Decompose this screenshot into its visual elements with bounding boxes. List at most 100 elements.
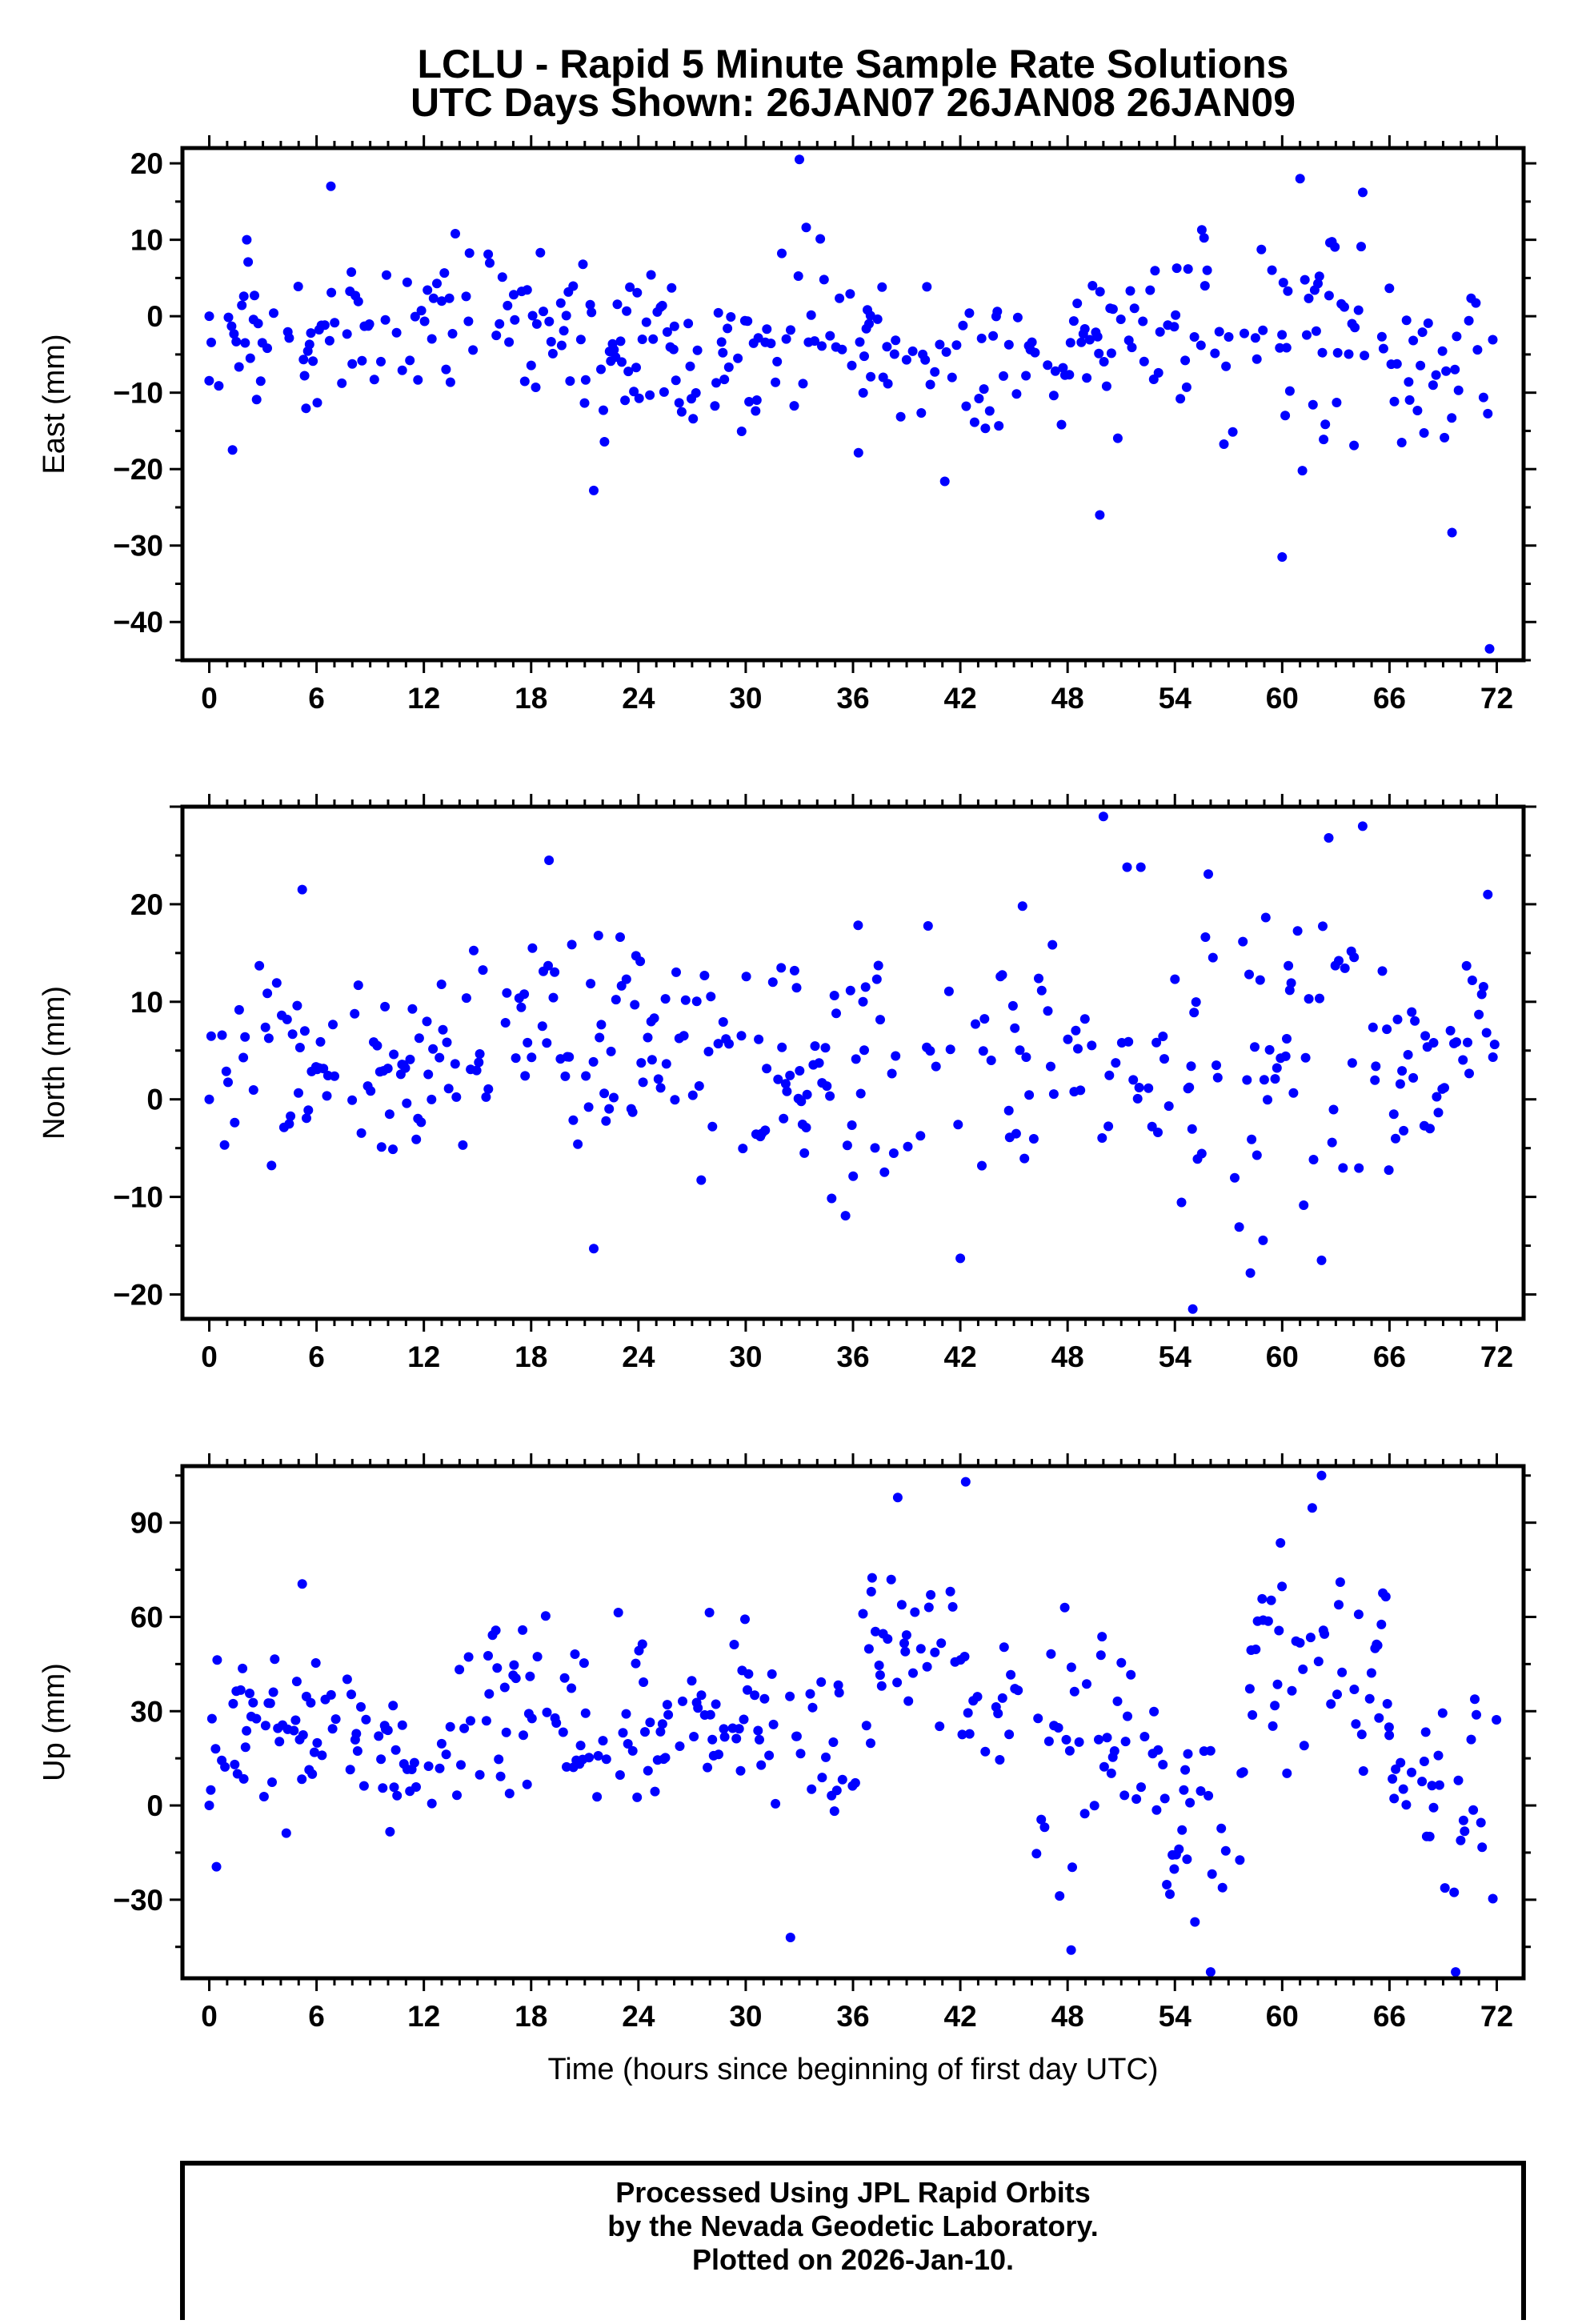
data-point — [945, 1044, 955, 1055]
data-point — [1171, 263, 1182, 274]
data-point — [402, 1098, 412, 1108]
data-point — [483, 1651, 493, 1661]
data-point — [814, 1058, 824, 1068]
data-point — [1272, 1063, 1282, 1073]
data-point — [710, 401, 720, 411]
data-point — [376, 1754, 386, 1765]
data-point — [226, 321, 237, 331]
x-tick-label: 12 — [407, 682, 440, 715]
data-point — [1150, 266, 1160, 276]
data-point — [1048, 1089, 1059, 1100]
data-point — [1251, 1645, 1261, 1654]
data-point — [850, 1777, 860, 1788]
data-point — [1132, 1093, 1143, 1104]
data-point — [1483, 889, 1493, 900]
y-tick-label: 0 — [146, 300, 163, 333]
data-point — [864, 319, 874, 329]
data-point — [1220, 1845, 1231, 1856]
data-point — [411, 1782, 421, 1792]
data-point — [606, 1046, 616, 1056]
data-point — [1456, 1835, 1466, 1845]
data-point — [1425, 1124, 1435, 1134]
data-point — [312, 398, 322, 408]
data-point — [988, 331, 999, 341]
data-point — [779, 1113, 789, 1124]
data-point — [522, 1779, 532, 1789]
data-point — [388, 1701, 399, 1711]
data-point — [1477, 1842, 1488, 1853]
data-point — [750, 1690, 760, 1701]
x-tick-label: 30 — [729, 2000, 762, 2033]
data-point — [930, 367, 940, 377]
data-point — [891, 335, 901, 346]
data-point — [1315, 993, 1324, 1004]
data-point — [346, 1689, 356, 1700]
data-point — [248, 1697, 258, 1708]
data-point — [1097, 1632, 1107, 1642]
data-point — [1300, 1052, 1311, 1063]
data-point — [519, 376, 530, 387]
data-point — [1238, 1767, 1248, 1777]
data-point — [413, 375, 423, 385]
data-point — [1478, 982, 1488, 992]
data-point — [1214, 327, 1224, 337]
data-point — [1488, 335, 1498, 345]
data-point — [1123, 1036, 1134, 1047]
data-point — [1050, 366, 1060, 376]
data-point — [1305, 1633, 1316, 1643]
data-point — [540, 1611, 551, 1621]
data-point — [696, 1175, 707, 1185]
data-point — [1188, 1304, 1198, 1314]
data-point — [1484, 643, 1495, 654]
data-point — [376, 1142, 386, 1152]
data-point — [1447, 413, 1457, 423]
data-point — [734, 1724, 744, 1734]
data-point — [495, 319, 505, 329]
data-point — [1084, 335, 1095, 345]
north-y-axis-label: North (mm) — [38, 986, 71, 1140]
data-point — [1240, 328, 1249, 339]
data-point — [713, 1039, 723, 1049]
data-point — [848, 1171, 859, 1181]
data-point — [925, 379, 935, 390]
data-point — [510, 315, 520, 325]
data-point — [1368, 1022, 1378, 1032]
data-point — [899, 1638, 909, 1649]
data-point — [527, 1713, 537, 1724]
data-point — [632, 287, 643, 298]
data-point — [1138, 316, 1148, 327]
data-point — [915, 1644, 926, 1654]
data-point — [1131, 1794, 1142, 1804]
data-point — [744, 397, 755, 407]
x-tick-label: 72 — [1480, 1340, 1513, 1373]
data-point — [284, 333, 294, 343]
data-point — [623, 367, 634, 377]
data-point — [260, 1022, 270, 1032]
data-point — [1317, 347, 1328, 358]
x-tick-label: 54 — [1159, 682, 1192, 715]
data-point — [1364, 1693, 1375, 1704]
data-point — [584, 1753, 595, 1763]
data-point — [436, 1738, 447, 1749]
data-point — [636, 1058, 647, 1068]
data-point — [1424, 1831, 1435, 1841]
data-point — [1101, 381, 1111, 391]
data-point — [1478, 392, 1488, 403]
data-point — [922, 282, 932, 292]
data-point — [436, 980, 447, 989]
data-point — [461, 291, 471, 302]
data-point — [1187, 1124, 1197, 1134]
data-point — [935, 339, 945, 350]
data-point — [382, 1064, 393, 1074]
data-point — [309, 1747, 319, 1757]
data-point — [1349, 440, 1360, 451]
data-point — [1073, 1044, 1083, 1054]
data-point — [1247, 1134, 1257, 1144]
data-point — [1378, 343, 1388, 354]
data-point — [1377, 966, 1388, 976]
data-point — [219, 1140, 230, 1150]
data-point — [859, 1045, 869, 1056]
data-point — [1324, 290, 1334, 301]
data-point — [416, 1117, 427, 1128]
data-point — [427, 334, 437, 344]
